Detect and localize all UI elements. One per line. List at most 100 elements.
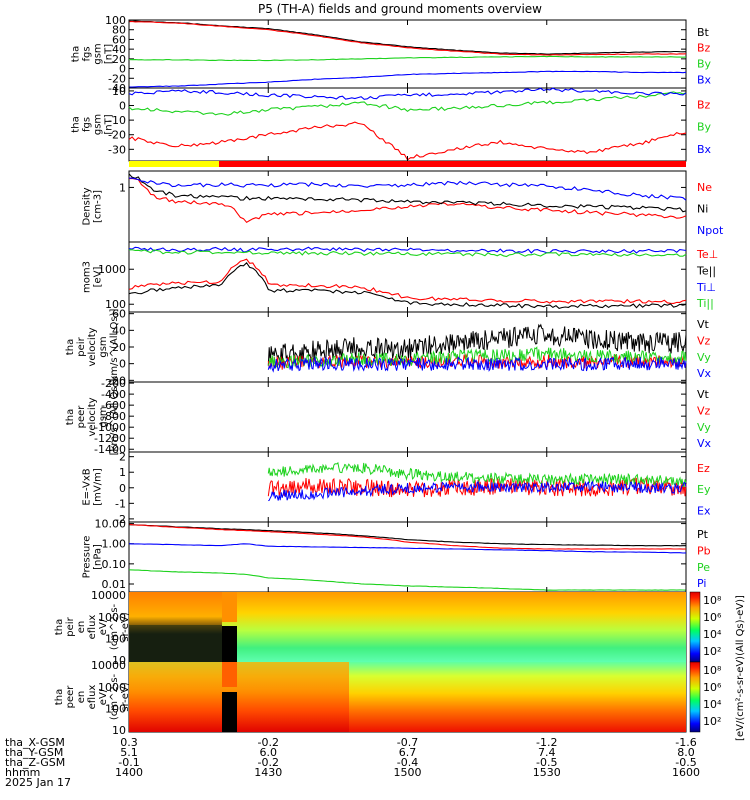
ephem-value: 6.0: [260, 746, 278, 759]
legend-p8-item: Ex: [697, 504, 711, 517]
ylabel-line: mom3: [82, 261, 93, 293]
series-line-bx: [128, 87, 687, 100]
ylabel-line: [nT]: [104, 114, 115, 134]
legend-p6-item: Vz: [697, 334, 711, 347]
series-line-ti: [128, 249, 687, 258]
ytick-label: 1000: [98, 681, 126, 694]
ytick-label: -800: [101, 410, 126, 423]
ylabel-line: velocity: [87, 397, 98, 436]
panel-7: [128, 381, 687, 453]
legend-p1-item: Bz: [697, 42, 711, 55]
ytick-label: -20: [108, 72, 126, 85]
legend-p4-item: Npot: [697, 224, 724, 237]
ylabel-line: [eV]: [93, 267, 104, 288]
ylabel-line: tha: [71, 46, 82, 62]
ylabel-line: peir: [76, 336, 87, 356]
series-line-bz: [128, 121, 687, 161]
ylabel-line: [nT]: [104, 44, 115, 64]
series-line-ne: [128, 177, 687, 224]
ytick-label: 0: [119, 63, 126, 76]
ytick-label: 10: [112, 85, 126, 98]
series-line-pi: [128, 543, 687, 554]
legend-p7-item: Vz: [697, 404, 711, 417]
ytick-label: 0.01: [102, 578, 127, 591]
ytick-label: -20: [108, 374, 126, 387]
series-line-ey: [267, 461, 687, 488]
ytick-label: 1: [119, 466, 126, 479]
ylabel-line: eflux: [87, 615, 98, 640]
ytick-label: 100: [105, 298, 126, 311]
ytick-label: 40: [112, 324, 126, 337]
ephem-value: 7.4: [538, 746, 556, 759]
colorbar-tick-label: 10⁶: [703, 681, 722, 694]
mode-bar-red: [219, 161, 686, 167]
ytick-label: 10: [112, 724, 126, 737]
ytick-label: 20: [112, 341, 126, 354]
ephem-value: 5.1: [120, 746, 138, 759]
legend-p8-item: Ey: [697, 483, 711, 496]
ylabel-line: tha: [54, 689, 65, 705]
ylabel-line: eflux: [87, 685, 98, 710]
ytick-label: 60: [112, 33, 126, 46]
panel-2: [128, 87, 687, 162]
series-line-pb: [128, 523, 687, 550]
ephem-value: -0.1: [118, 756, 139, 769]
ylabel-line: [km/s^(All Qs)]: [109, 309, 120, 386]
ylabel-line: Pressure: [82, 536, 93, 579]
ytick-label: -2: [115, 513, 126, 526]
ytick-label: 0.10: [102, 558, 127, 571]
legend-p5-item: Te||: [696, 264, 716, 277]
ylabel-line: (cm^2-s-: [109, 673, 120, 720]
ylabel-line: velocity: [87, 327, 98, 366]
ytick-label: 1.00: [102, 538, 127, 551]
ytick-label: 0: [119, 482, 126, 495]
spectrogram-peer-gap: [222, 692, 237, 732]
ephem-value: 1400: [115, 766, 143, 779]
ytick-label: 40: [112, 43, 126, 56]
ytick-label: 80: [112, 24, 126, 37]
ephem-row-label: hhmm: [5, 766, 40, 779]
ytick-label: 100: [105, 702, 126, 715]
ephem-value: -0.2: [258, 756, 279, 769]
series-line-ni: [128, 173, 687, 213]
colorbar-tick-label: 10⁴: [703, 628, 722, 641]
ephem-value: -0.5: [675, 756, 696, 769]
ytick-label: -200: [101, 377, 126, 390]
colorbar-tick-label: 10²: [703, 645, 721, 658]
ephem-row-label: tha_Z-GSM: [5, 756, 65, 769]
colorbar-tick-label: 10⁴: [703, 698, 722, 711]
ylabel-line: en: [76, 621, 87, 634]
legend-p5-item: Ti⊥: [696, 281, 716, 294]
ylabel-line: E=-VxB: [82, 468, 93, 505]
ylabel-line: sr-eV): [120, 612, 131, 641]
legend-p4-item: Ne: [697, 181, 712, 194]
ephem-value: -1.2: [536, 736, 557, 749]
ytick-label: 0: [119, 358, 126, 371]
colorbar-tick-label: 10⁸: [703, 664, 722, 677]
ylabel-line: (cm^2-s-: [109, 603, 120, 650]
ephem-value: 1430: [254, 766, 282, 779]
legend-p9-item: Pe: [697, 561, 710, 574]
legend-p2-item: By: [697, 121, 712, 134]
ylabel-line: peer: [76, 405, 87, 429]
legend-p6-item: Vy: [697, 351, 711, 364]
spectrogram-peer-gap-top: [222, 662, 237, 687]
ylabel-line: [km/s^(All Qs)]: [109, 379, 120, 456]
legend-p9-item: Pi: [697, 577, 706, 590]
ephem-value: 8.0: [677, 746, 695, 759]
spectrogram-peir-gap-top: [222, 592, 237, 622]
ytick-label: -1400: [94, 443, 126, 456]
legend-p9-item: Pb: [697, 544, 711, 557]
ytick-label: 1000: [98, 263, 126, 276]
ylabel-line: [nPa]: [93, 544, 104, 570]
series-line-by: [128, 91, 687, 116]
legend-p4-item: Ni: [697, 203, 708, 216]
ytick-label: 100: [105, 14, 126, 27]
ephem-value: 0.3: [120, 736, 138, 749]
ytick-label: 1: [119, 181, 126, 194]
ephem-value: 1600: [672, 766, 700, 779]
ylabel-line: tha: [54, 619, 65, 635]
ylabel-line: eV/: [98, 688, 109, 705]
legend-p7-item: Vy: [697, 421, 711, 434]
colorbar-unit-label: [eV/(cm²-s-sr-eV)(All Qs)-eV)]: [735, 595, 746, 741]
